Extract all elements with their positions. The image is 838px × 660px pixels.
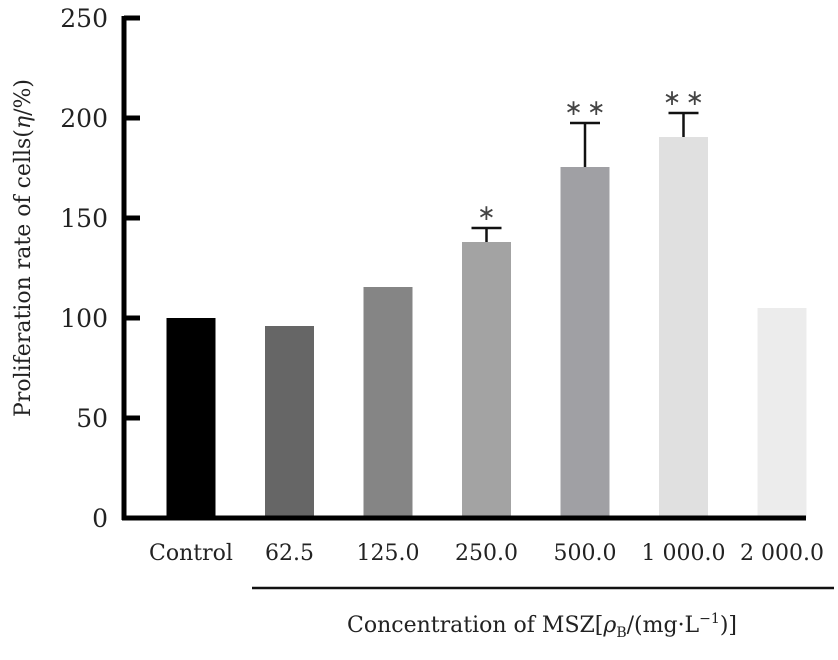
y-axis-title-tail: /%) <box>11 79 36 116</box>
significance-group: ∗ ∗ ∗ ∗ ∗ <box>477 86 704 226</box>
bar-2000.0 <box>757 308 807 518</box>
x-axis-title: Concentration of MSZ[ρB/(mg·L−1)] <box>347 611 737 641</box>
bar-125.0 <box>363 287 413 518</box>
x-axis-title-rho: ρ <box>602 613 616 638</box>
x-axis-title-main: Concentration of MSZ[ <box>347 613 603 638</box>
x-tick-label: Control <box>149 541 233 566</box>
y-tick-label: 250 <box>60 4 108 33</box>
significance-marker: ∗ ∗ <box>564 96 605 121</box>
x-tick-label: 500.0 <box>554 541 617 566</box>
x-tick-label: 62.5 <box>265 541 314 566</box>
bar-500.0 <box>560 167 610 518</box>
x-tick-label: 125.0 <box>357 541 420 566</box>
bar-1000.0 <box>659 137 708 518</box>
x-axis-title-sub: B <box>616 625 626 641</box>
x-category-labels: Control 62.5 125.0 250.0 500.0 1 000.0 2 000.0 <box>149 541 824 566</box>
y-axis-title-main: Proliferation rate of cells( <box>11 129 36 417</box>
significance-marker: ∗ <box>477 201 495 226</box>
y-axis-title-eta: η <box>11 116 36 129</box>
significance-marker: ∗ ∗ <box>663 86 704 111</box>
x-axis-title-end: )] <box>720 613 737 638</box>
x-axis-title-mid: /(mg·L <box>627 613 700 638</box>
bars-group <box>166 137 807 518</box>
error-bars-group <box>471 111 699 242</box>
x-tick-label: 1 000.0 <box>642 541 726 566</box>
y-axis-title: Proliferation rate of cells(η/%) <box>11 79 36 417</box>
x-tick-label: 250.0 <box>455 541 518 566</box>
bar-Control <box>166 318 216 518</box>
y-tick-label: 200 <box>60 104 108 133</box>
bar-250.0 <box>462 242 511 518</box>
bar-62.5 <box>265 326 314 518</box>
y-axis: 0 50 100 150 200 250 <box>60 4 806 533</box>
x-tick-label: 2 000.0 <box>740 541 824 566</box>
y-tick-label: 0 <box>92 504 108 533</box>
x-axis-title-sup: −1 <box>699 611 720 627</box>
y-tick-label: 50 <box>76 404 108 433</box>
y-tick-label: 150 <box>60 204 108 233</box>
y-tick-label: 100 <box>60 304 108 333</box>
